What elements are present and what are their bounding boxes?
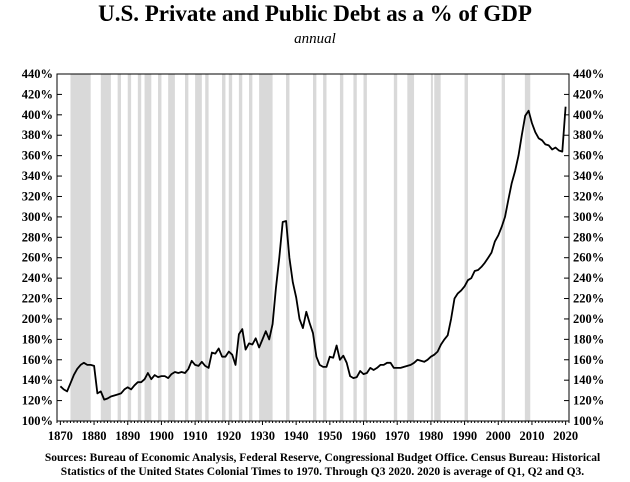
y-tick-label-right: 120% (573, 394, 604, 408)
recession-band (363, 74, 367, 421)
recession-band (205, 74, 209, 421)
x-tick-label: 1960 (351, 429, 376, 443)
y-tick-label-right: 140% (573, 373, 604, 387)
y-tick-label-left: 120% (22, 394, 53, 408)
y-tick-label-left: 360% (22, 149, 53, 163)
recession-band (100, 74, 111, 421)
y-tick-label-left: 400% (22, 108, 53, 122)
y-tick-label-right: 380% (573, 128, 604, 142)
recession-band (407, 74, 415, 421)
x-tick-label: 1910 (183, 429, 208, 443)
y-tick-label-left: 100% (22, 414, 53, 428)
x-tick-label: 1950 (317, 429, 342, 443)
recession-band (168, 74, 175, 421)
recession-band (158, 74, 162, 421)
y-tick-label-left: 380% (22, 128, 53, 142)
recession-band (127, 74, 132, 421)
sources-line-2: Statistics of the United States Colonial… (60, 466, 585, 478)
axes: 100% 100% 120% 120% 140% 140% 160% 160% 180% 180%… (22, 67, 605, 443)
y-tick-label-right: 220% (573, 292, 604, 306)
recession-band (501, 74, 505, 421)
recession-bands (70, 74, 531, 421)
y-tick-label-left: 160% (22, 353, 53, 367)
x-tick-label: 1980 (418, 429, 443, 443)
y-tick-label-left: 320% (22, 189, 53, 203)
y-tick-label-left: 420% (22, 87, 53, 101)
y-tick-label-right: 360% (573, 149, 604, 163)
recession-band (434, 74, 441, 421)
y-tick-label-right: 340% (573, 169, 604, 183)
recession-band (353, 74, 357, 421)
y-tick-label-right: 160% (573, 353, 604, 367)
x-tick-label: 1940 (284, 429, 309, 443)
y-tick-label-left: 280% (22, 230, 53, 244)
recession-band (464, 74, 468, 421)
x-tick-label: 2020 (553, 429, 578, 443)
recession-band (430, 74, 433, 421)
recession-band (249, 74, 253, 421)
y-tick-label-right: 180% (573, 332, 604, 346)
x-tick-label: 1900 (149, 429, 174, 443)
y-tick-label-right: 440% (573, 67, 604, 81)
recession-band (70, 74, 91, 421)
recession-band (144, 74, 152, 421)
y-tick-label-left: 140% (22, 373, 53, 387)
series-lines (59, 106, 567, 401)
recession-band (238, 74, 243, 421)
x-tick-label: 1890 (115, 429, 140, 443)
y-tick-label-right: 300% (573, 210, 604, 224)
x-tick-label: 1930 (250, 429, 275, 443)
x-tick-label: 2010 (519, 429, 544, 443)
recession-band (259, 74, 273, 421)
recession-band (137, 74, 142, 421)
y-tick-label-left: 180% (22, 332, 53, 346)
recession-band (524, 74, 531, 421)
y-tick-label-right: 260% (573, 251, 604, 265)
y-tick-label-right: 420% (573, 87, 604, 101)
y-tick-label-right: 320% (573, 189, 604, 203)
recession-band (339, 74, 344, 421)
sources-note: Sources: Bureau of Economic Analysis, Fe… (30, 451, 615, 479)
y-tick-label-right: 100% (573, 414, 604, 428)
y-tick-label-left: 440% (22, 67, 53, 81)
recession-band (323, 74, 327, 421)
recession-band (117, 74, 121, 421)
y-tick-label-left: 300% (22, 210, 53, 224)
y-tick-label-left: 240% (22, 271, 53, 285)
recession-band (313, 74, 317, 421)
y-tick-label-right: 240% (573, 271, 604, 285)
chart-title: U.S. Private and Public Debt as a % of G… (98, 1, 532, 26)
recession-band (228, 74, 233, 421)
x-tick-label: 1880 (82, 429, 107, 443)
chart-subtitle: annual (294, 31, 336, 47)
recession-band (195, 74, 202, 421)
debt-series-line (59, 106, 567, 401)
recession-band (185, 74, 189, 421)
y-tick-label-right: 280% (573, 230, 604, 244)
y-tick-label-left: 200% (22, 312, 53, 326)
recession-band (222, 74, 226, 421)
y-tick-label-right: 400% (573, 108, 604, 122)
y-tick-label-right: 200% (573, 312, 604, 326)
x-tick-label: 1920 (216, 429, 241, 443)
y-tick-label-left: 260% (22, 251, 53, 265)
x-tick-label: 1990 (452, 429, 477, 443)
sources-line-1: Sources: Bureau of Economic Analysis, Fe… (44, 452, 601, 464)
recession-band (393, 74, 398, 421)
x-tick-label: 1870 (48, 429, 73, 443)
y-tick-label-left: 340% (22, 169, 53, 183)
x-tick-label: 1970 (385, 429, 410, 443)
y-tick-label-left: 220% (22, 292, 53, 306)
x-tick-label: 2000 (486, 429, 511, 443)
